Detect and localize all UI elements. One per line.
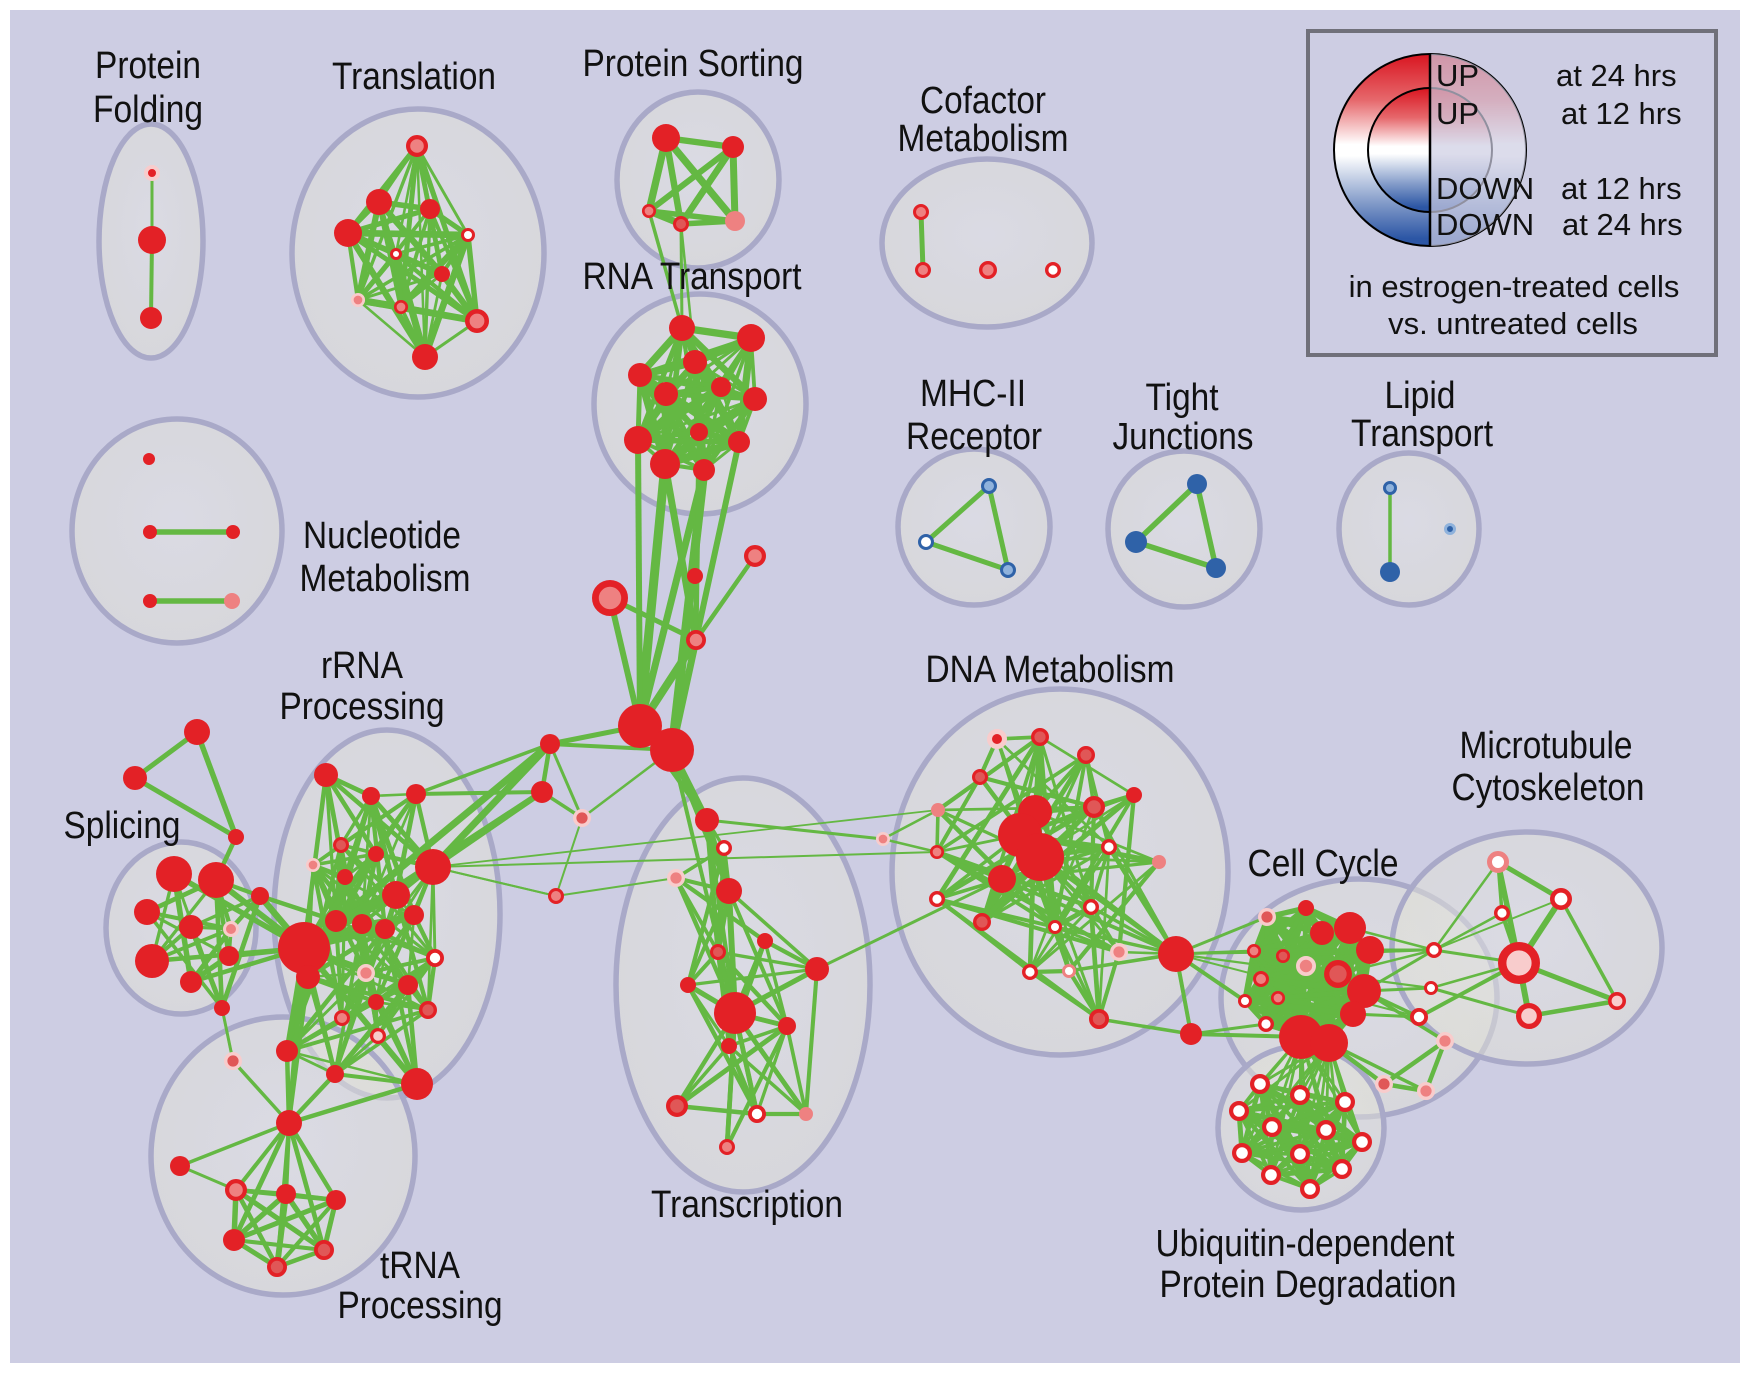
- svg-text:Splicing: Splicing: [64, 805, 181, 847]
- svg-text:Metabolism: Metabolism: [898, 118, 1069, 160]
- svg-text:Processing: Processing: [280, 686, 445, 728]
- svg-text:tRNA: tRNA: [380, 1245, 461, 1287]
- svg-text:RNA Transport: RNA Transport: [583, 256, 802, 298]
- svg-text:DOWN: DOWN: [1436, 207, 1534, 242]
- svg-text:Protein Sorting: Protein Sorting: [583, 43, 804, 85]
- svg-text:Ubiquitin-dependent: Ubiquitin-dependent: [1156, 1223, 1455, 1265]
- svg-text:Tight: Tight: [1146, 377, 1219, 419]
- svg-text:Nucleotide: Nucleotide: [303, 515, 461, 557]
- svg-text:Transcription: Transcription: [651, 1184, 843, 1226]
- svg-text:Protein: Protein: [95, 45, 201, 87]
- svg-text:Microtubule: Microtubule: [1460, 725, 1633, 767]
- svg-text:Metabolism: Metabolism: [300, 558, 471, 600]
- svg-text:Protein Degradation: Protein Degradation: [1160, 1264, 1457, 1306]
- svg-text:vs. untreated cells: vs. untreated cells: [1388, 306, 1638, 341]
- svg-text:Receptor: Receptor: [906, 416, 1042, 458]
- svg-text:UP: UP: [1436, 96, 1479, 131]
- svg-text:Lipid: Lipid: [1385, 375, 1456, 417]
- svg-text:at 24 hrs: at 24 hrs: [1556, 58, 1677, 93]
- svg-text:DOWN: DOWN: [1436, 171, 1534, 206]
- svg-text:Cofactor: Cofactor: [920, 80, 1046, 122]
- svg-text:MHC-II: MHC-II: [920, 373, 1026, 415]
- svg-text:at 24 hrs: at 24 hrs: [1562, 207, 1683, 242]
- svg-text:rRNA: rRNA: [321, 645, 404, 687]
- svg-text:in estrogen-treated cells: in estrogen-treated cells: [1349, 269, 1680, 304]
- svg-text:Cytoskeleton: Cytoskeleton: [1452, 767, 1645, 809]
- svg-text:Transport: Transport: [1351, 413, 1493, 455]
- svg-text:Processing: Processing: [338, 1285, 503, 1327]
- svg-text:Cell Cycle: Cell Cycle: [1248, 843, 1399, 885]
- svg-text:at 12 hrs: at 12 hrs: [1561, 96, 1682, 131]
- svg-text:at 12 hrs: at 12 hrs: [1561, 171, 1682, 206]
- svg-text:Junctions: Junctions: [1113, 416, 1254, 458]
- svg-text:DNA Metabolism: DNA Metabolism: [926, 649, 1175, 691]
- svg-text:Folding: Folding: [93, 89, 203, 131]
- svg-text:UP: UP: [1436, 58, 1479, 93]
- svg-text:Translation: Translation: [332, 56, 496, 98]
